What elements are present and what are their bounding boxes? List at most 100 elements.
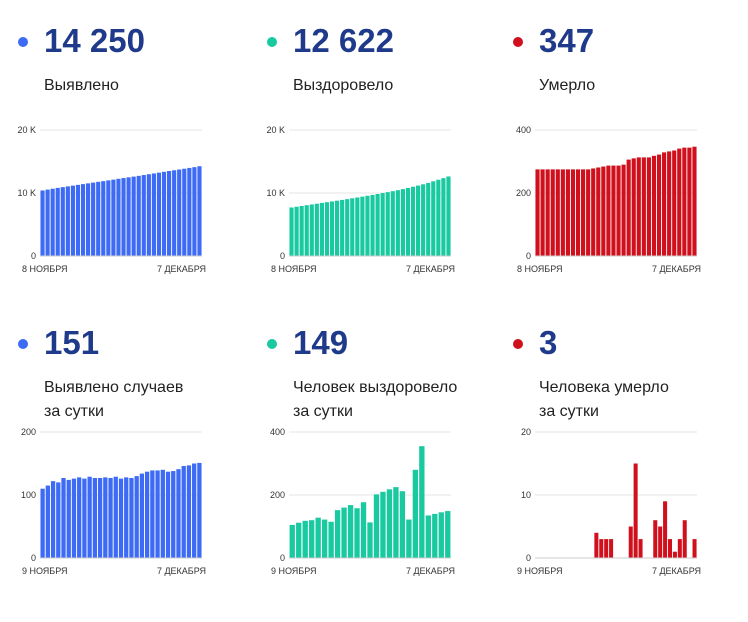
bar [91,182,96,256]
bar [441,178,446,256]
y-tick-label: 20 [521,427,531,437]
bar [621,164,626,256]
bar [599,539,604,558]
bar [662,152,667,256]
bar [155,470,160,558]
bar [445,511,451,558]
bar [309,204,314,256]
bar [370,194,375,256]
bar [373,494,380,558]
bar [172,170,177,256]
bar [146,174,151,256]
bar [682,520,687,558]
y-tick-label: 200 [270,490,285,500]
bar [289,524,295,558]
legend-dot-icon [513,37,523,47]
bar [535,169,540,256]
bar [638,539,643,558]
bar [160,469,165,558]
bar [432,513,438,558]
bar [96,181,101,256]
x-tick-label: 8 НОЯБРЯ [271,264,317,274]
bar [419,446,425,558]
stat-value: 3 [539,324,558,361]
bar [606,165,611,256]
bar [106,180,111,256]
bar [616,165,621,256]
bar [545,169,550,256]
x-tick-label: 7 ДЕКАБРЯ [157,566,206,576]
bar [186,465,192,558]
y-tick-label: 20 K [266,125,285,135]
bar [150,470,155,558]
bar [334,510,341,558]
bar [692,146,697,256]
bar [129,477,134,558]
bar [347,505,354,558]
y-tick-label: 200 [21,427,36,437]
bar [192,167,197,256]
bar [405,187,411,256]
bar [611,165,616,256]
bar [560,169,565,256]
bar [367,522,373,558]
bar [86,183,91,256]
x-tick-label: 9 НОЯБРЯ [517,566,563,576]
bar [70,185,75,256]
bar [40,190,45,256]
bar [56,482,61,558]
bar [365,195,370,256]
bar [586,169,591,256]
bar [304,205,309,256]
legend-dot-icon [267,339,277,349]
x-tick-label: 7 ДЕКАБРЯ [652,566,701,576]
x-tick-label: 9 НОЯБРЯ [271,566,317,576]
bar [677,539,682,558]
stat-value: 12 622 [293,22,394,59]
y-tick-label: 100 [21,490,36,500]
bar [319,202,324,256]
bar [177,169,182,256]
x-tick-label: 7 ДЕКАБРЯ [406,264,455,274]
bar [176,469,181,558]
bar [335,200,340,256]
bar [299,205,304,256]
bar [646,157,651,256]
stat-value: 14 250 [44,22,145,59]
bar [656,154,662,256]
bar [446,176,451,256]
stat-label: за сутки [293,403,353,420]
bar [672,150,677,256]
bar [421,184,426,256]
bar [438,512,444,558]
bar [192,463,197,558]
bar-chart: 0 200 400 8 НОЯБРЯ 7 ДЕКАБРЯ [516,125,701,274]
bar [321,519,328,558]
bar [425,515,431,558]
bar [60,187,65,256]
bar-chart: 0 200 400 9 НОЯБРЯ 7 ДЕКАБРЯ [270,427,455,576]
bar [653,520,658,558]
y-tick-label: 200 [516,188,531,198]
bar [329,201,335,256]
stat-label: Человека умерло [539,379,669,396]
stat-panel-died: 347 Умерло 0 200 400 8 НОЯБРЯ 7 ДЕКАБРЯ [513,20,743,320]
y-tick-label: 0 [280,251,285,261]
stat-label: Человек выздоровело [293,379,458,396]
bar [50,188,55,256]
bar [144,471,150,558]
bar [663,501,668,558]
bar [141,175,146,256]
stat-value: 149 [293,324,349,361]
bar [50,481,56,558]
bar [626,159,631,256]
bar [581,169,586,256]
bar [410,186,416,256]
x-tick-label: 8 НОЯБРЯ [22,264,68,274]
stat-label: Выявлено случаев [44,379,184,396]
bar [658,526,663,558]
stat-label: за сутки [539,403,599,420]
bar [55,187,60,256]
bar [294,206,299,256]
bar [77,477,82,558]
